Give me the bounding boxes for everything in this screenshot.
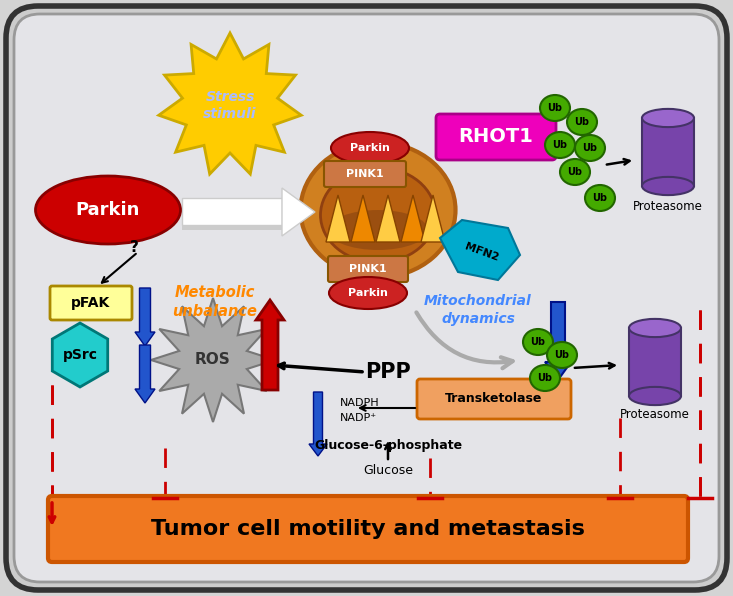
Text: ?: ? <box>130 241 139 256</box>
FancyBboxPatch shape <box>328 256 408 282</box>
Ellipse shape <box>301 142 455 278</box>
Text: Parkin: Parkin <box>350 143 390 153</box>
FancyArrow shape <box>256 300 284 390</box>
Text: Tumor cell motility and metastasis: Tumor cell motility and metastasis <box>151 519 585 539</box>
Polygon shape <box>351 195 375 242</box>
Text: Ub: Ub <box>575 117 589 127</box>
Ellipse shape <box>585 185 615 211</box>
Ellipse shape <box>547 342 577 368</box>
Polygon shape <box>282 188 315 236</box>
Ellipse shape <box>540 95 570 121</box>
Text: Glucose: Glucose <box>363 464 413 476</box>
Polygon shape <box>421 195 445 242</box>
Polygon shape <box>642 118 694 186</box>
Text: Ub: Ub <box>537 373 553 383</box>
Ellipse shape <box>328 210 428 250</box>
Polygon shape <box>52 323 108 387</box>
Polygon shape <box>182 225 282 230</box>
Text: RHOT1: RHOT1 <box>459 128 534 147</box>
Ellipse shape <box>320 167 435 262</box>
Ellipse shape <box>629 387 681 405</box>
Text: Ub: Ub <box>553 140 567 150</box>
FancyBboxPatch shape <box>14 14 719 582</box>
Ellipse shape <box>575 135 605 161</box>
Text: pFAK: pFAK <box>71 296 111 310</box>
Ellipse shape <box>642 109 694 127</box>
Text: PINK1: PINK1 <box>349 264 387 274</box>
Polygon shape <box>326 195 350 242</box>
Ellipse shape <box>329 277 407 309</box>
Text: Proteasome: Proteasome <box>620 408 690 421</box>
FancyArrow shape <box>135 345 155 403</box>
Ellipse shape <box>545 132 575 158</box>
Polygon shape <box>151 298 275 422</box>
Text: Ub: Ub <box>548 103 562 113</box>
Text: ROS: ROS <box>195 352 231 368</box>
FancyBboxPatch shape <box>324 161 406 187</box>
Text: Ub: Ub <box>567 167 583 177</box>
Ellipse shape <box>642 177 694 195</box>
Polygon shape <box>159 33 301 174</box>
FancyArrow shape <box>309 392 327 456</box>
Text: Ub: Ub <box>531 337 545 347</box>
Text: Ub: Ub <box>592 193 608 203</box>
Ellipse shape <box>560 159 590 185</box>
Text: Stress: Stress <box>205 90 254 104</box>
Text: PPP: PPP <box>365 362 411 382</box>
Ellipse shape <box>567 109 597 135</box>
FancyArrow shape <box>135 288 155 346</box>
Text: NADPH: NADPH <box>340 398 380 408</box>
Ellipse shape <box>629 319 681 337</box>
Text: Parkin: Parkin <box>75 201 140 219</box>
FancyBboxPatch shape <box>6 6 727 590</box>
Text: Mitochondrial
dynamics: Mitochondrial dynamics <box>424 294 532 325</box>
FancyBboxPatch shape <box>436 114 556 160</box>
FancyBboxPatch shape <box>48 496 688 562</box>
Polygon shape <box>401 195 425 242</box>
Polygon shape <box>440 220 520 280</box>
Polygon shape <box>376 195 400 242</box>
Text: NADP⁺: NADP⁺ <box>340 413 377 423</box>
Text: MFN2: MFN2 <box>463 241 501 263</box>
Text: Ub: Ub <box>583 143 597 153</box>
FancyBboxPatch shape <box>50 286 132 320</box>
FancyBboxPatch shape <box>417 379 571 419</box>
Ellipse shape <box>331 132 409 164</box>
Text: PINK1: PINK1 <box>346 169 384 179</box>
Text: Ub: Ub <box>554 350 570 360</box>
Text: Metabolic
unbalance: Metabolic unbalance <box>172 285 257 319</box>
Text: Parkin: Parkin <box>348 288 388 298</box>
Ellipse shape <box>35 176 180 244</box>
Ellipse shape <box>523 329 553 355</box>
Ellipse shape <box>530 365 560 391</box>
FancyArrow shape <box>545 302 571 380</box>
Text: Transketolase: Transketolase <box>446 393 542 405</box>
Polygon shape <box>629 328 681 396</box>
Text: stimuli: stimuli <box>203 107 257 121</box>
Text: Proteasome: Proteasome <box>633 200 703 213</box>
Text: pSrc: pSrc <box>62 348 97 362</box>
Polygon shape <box>182 198 282 225</box>
Text: Glucose-6-phosphate: Glucose-6-phosphate <box>314 439 462 452</box>
